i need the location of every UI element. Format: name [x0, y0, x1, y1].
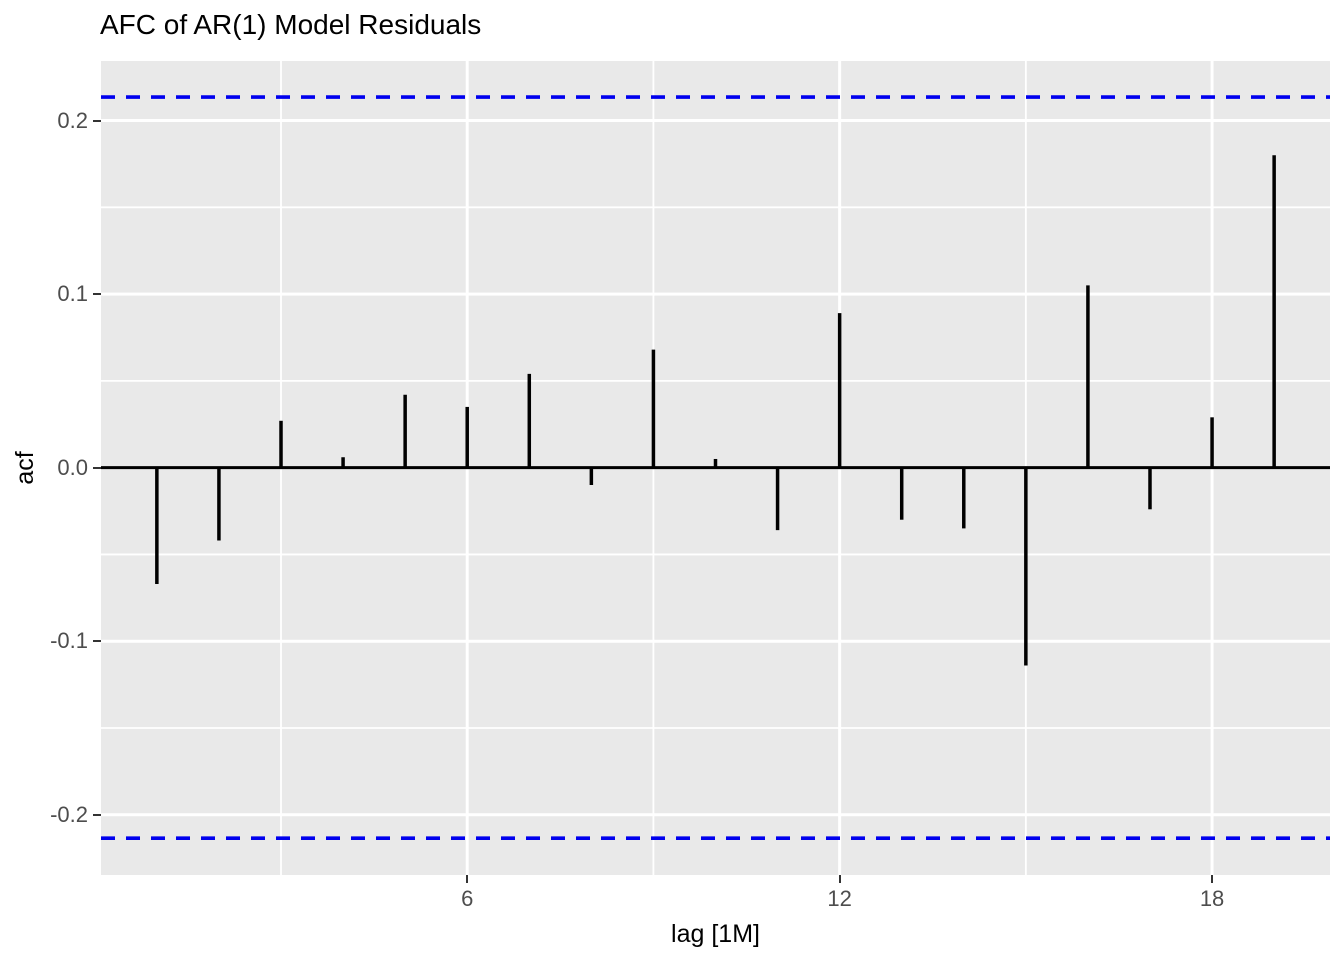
y-tick-label: -0.1: [50, 628, 88, 654]
y-tick-mark: [93, 813, 101, 816]
y-tick-mark: [93, 466, 101, 469]
x-tick-mark: [838, 875, 841, 883]
y-tick-label: 0.2: [57, 107, 88, 133]
x-axis-title: lag [1M]: [671, 920, 760, 948]
x-tick-mark: [466, 875, 469, 883]
x-tick-mark: [1211, 875, 1214, 883]
y-tick-mark: [93, 119, 101, 122]
x-tick-label: 6: [461, 886, 474, 911]
plot-title: AFC of AR(1) Model Residuals: [100, 9, 482, 40]
y-tick-label: 0.1: [57, 281, 88, 307]
y-tick-label: 0.0: [57, 454, 88, 480]
chart-canvas: [101, 61, 1330, 875]
y-tick-mark: [93, 293, 101, 296]
x-tick-label: 12: [827, 886, 852, 911]
plot-panel: [101, 61, 1330, 875]
y-tick-mark: [93, 640, 101, 643]
x-tick-label: 18: [1199, 886, 1225, 911]
y-tick-label: -0.2: [50, 801, 88, 827]
